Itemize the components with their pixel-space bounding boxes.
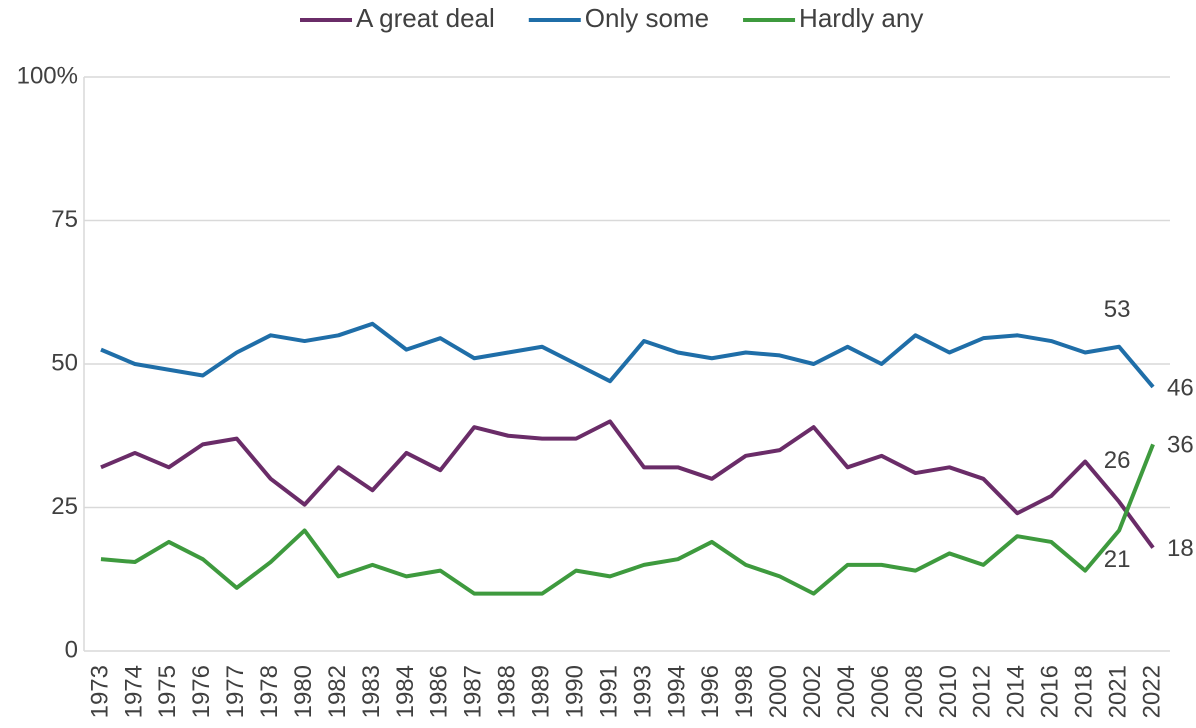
x-tick-label: 1990 (561, 665, 588, 718)
x-tick-label: 2018 (1071, 665, 1098, 718)
data-label: 36 (1167, 432, 1194, 459)
y-tick-label: 0 (65, 636, 78, 663)
x-tick-label: 1986 (426, 665, 453, 718)
legend-label: A great deal (356, 3, 495, 33)
y-tick-label: 75 (51, 206, 78, 233)
x-tick-label: 2022 (1138, 665, 1165, 718)
x-tick-label: 2002 (799, 665, 826, 718)
y-tick-label: 25 (51, 493, 78, 520)
x-tick-label: 1989 (528, 665, 555, 718)
x-tick-label: 1984 (392, 665, 419, 718)
data-label: 18 (1167, 535, 1194, 562)
x-tick-label: 1998 (731, 665, 758, 718)
x-tick-label: 1980 (290, 665, 317, 718)
x-tick-label: 2012 (969, 665, 996, 718)
x-tick-label: 1974 (120, 665, 147, 718)
x-tick-label: 1993 (629, 665, 656, 718)
data-label: 21 (1104, 546, 1131, 573)
x-tick-label: 2021 (1104, 665, 1131, 718)
x-tick-label: 2008 (901, 665, 928, 718)
x-tick-label: 2004 (833, 665, 860, 718)
x-tick-label: 1977 (222, 665, 249, 718)
x-tick-label: 1987 (460, 665, 487, 718)
legend-label: Only some (585, 3, 709, 33)
data-label: 46 (1167, 374, 1194, 401)
y-tick-label: 100% (17, 62, 78, 89)
x-tick-label: 2010 (935, 665, 962, 718)
x-tick-label: 1994 (663, 665, 690, 718)
x-tick-label: 1988 (494, 665, 521, 718)
x-tick-label: 1982 (324, 665, 351, 718)
x-tick-label: 2014 (1003, 665, 1030, 718)
x-tick-label: 1973 (86, 665, 113, 718)
x-tick-label: 1976 (188, 665, 215, 718)
data-label: 26 (1104, 447, 1131, 474)
data-label: 53 (1104, 296, 1131, 323)
legend-label: Hardly any (799, 3, 923, 33)
x-tick-label: 2016 (1037, 665, 1064, 718)
x-tick-label: 1975 (154, 665, 181, 718)
series-line (101, 324, 1153, 387)
x-tick-label: 1996 (697, 665, 724, 718)
chart: 0 25 50 75 100% 1973 1974 1975 1976 1977 1978 1980 1… (0, 0, 1196, 728)
y-tick-label: 50 (51, 349, 78, 376)
series-line (101, 421, 1153, 547)
x-tick-label: 1991 (595, 665, 622, 718)
x-tick-label: 1978 (256, 665, 283, 718)
x-tick-label: 2000 (765, 665, 792, 718)
x-tick-label: 2006 (867, 665, 894, 718)
x-tick-label: 1983 (358, 665, 385, 718)
